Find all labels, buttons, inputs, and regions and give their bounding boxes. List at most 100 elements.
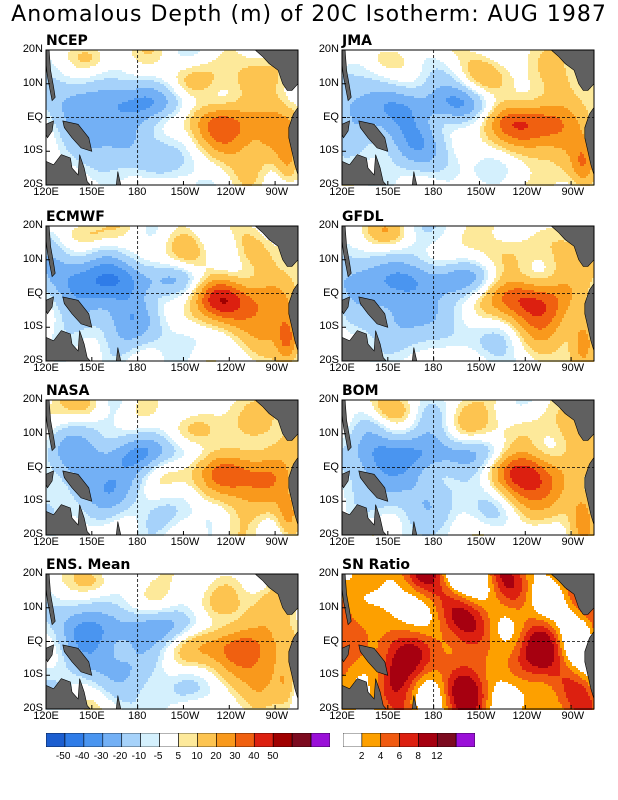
field-cell	[570, 156, 578, 158]
field-cell	[360, 152, 388, 154]
field-cell	[416, 86, 440, 88]
field-cell	[204, 492, 220, 494]
field-cell	[180, 656, 210, 658]
field-cell	[102, 256, 112, 258]
field-cell	[578, 174, 588, 176]
field-cell	[86, 164, 182, 166]
field-cell	[422, 414, 442, 416]
field-cell	[362, 226, 368, 228]
field-cell	[344, 156, 350, 158]
field-cell	[376, 168, 406, 170]
field-cell	[432, 70, 444, 72]
field-cell	[86, 254, 126, 256]
field-cell	[482, 282, 486, 284]
field-cell	[60, 260, 90, 262]
field-cell	[380, 348, 404, 350]
field-cell	[538, 62, 564, 64]
field-cell	[530, 438, 544, 440]
field-cell	[102, 274, 114, 276]
field-cell	[114, 320, 150, 322]
field-cell	[190, 294, 194, 296]
field-cell	[146, 520, 170, 522]
field-cell	[204, 608, 212, 610]
field-cell	[478, 508, 498, 510]
field-cell	[238, 418, 274, 420]
field-cell	[406, 140, 424, 142]
field-cell	[202, 288, 208, 290]
field-cell	[206, 270, 228, 272]
field-cell	[550, 436, 564, 438]
field-cell	[150, 324, 160, 326]
field-cell	[52, 440, 62, 442]
field-cell	[364, 466, 378, 468]
field-cell	[220, 576, 232, 578]
field-cell	[134, 286, 150, 288]
field-cell	[488, 136, 498, 138]
field-cell	[260, 514, 274, 516]
field-cell	[400, 234, 404, 236]
field-cell	[198, 124, 208, 126]
field-cell	[126, 262, 140, 264]
field-cell	[240, 518, 254, 520]
field-cell	[482, 336, 504, 338]
field-cell	[80, 272, 128, 274]
field-cell	[562, 318, 588, 320]
field-cell	[162, 282, 174, 284]
field-cell	[526, 182, 556, 184]
field-cell	[424, 144, 436, 146]
field-cell	[236, 100, 282, 102]
field-cell	[522, 154, 568, 156]
field-cell	[238, 516, 256, 518]
field-cell	[522, 272, 554, 274]
field-cell	[552, 476, 564, 478]
field-cell	[484, 118, 488, 120]
field-cell	[348, 440, 360, 442]
field-cell	[78, 140, 134, 142]
field-cell	[162, 278, 176, 280]
field-cell	[138, 490, 144, 492]
field-cell	[176, 254, 200, 256]
field-cell	[90, 60, 100, 62]
field-cell	[92, 652, 114, 654]
field-cell	[54, 316, 62, 318]
field-cell	[130, 670, 154, 672]
field-cell	[126, 640, 158, 642]
field-cell	[396, 272, 400, 274]
field-cell	[224, 646, 260, 648]
field-cell	[508, 134, 550, 136]
field-cell	[528, 66, 538, 68]
field-cell	[284, 678, 294, 680]
field-cell	[224, 170, 234, 172]
field-cell	[528, 452, 544, 454]
field-cell	[236, 342, 244, 344]
field-cell	[484, 130, 494, 132]
field-cell	[426, 508, 430, 510]
field-cell	[120, 660, 158, 662]
field-cell	[500, 512, 506, 514]
field-cell	[446, 148, 454, 150]
field-cell	[526, 122, 562, 124]
field-cell	[216, 482, 274, 484]
field-cell	[388, 228, 400, 230]
field-cell	[446, 520, 454, 522]
field-cell	[58, 640, 66, 642]
field-cell	[280, 330, 290, 332]
field-cell	[96, 230, 104, 232]
field-cell	[418, 282, 472, 284]
field-cell	[560, 166, 572, 168]
field-cell	[168, 144, 184, 146]
field-cell	[238, 424, 272, 426]
field-cell	[362, 340, 376, 342]
field-cell	[258, 176, 264, 178]
field-cell	[112, 316, 130, 318]
field-cell	[154, 340, 196, 342]
field-cell	[342, 248, 358, 250]
field-cell	[200, 150, 206, 152]
field-cell	[564, 66, 574, 68]
panel-title: ECMWF	[46, 209, 105, 225]
field-cell	[142, 334, 162, 336]
field-cell	[366, 470, 382, 472]
field-cell	[350, 422, 358, 424]
field-cell	[230, 514, 238, 516]
field-cell	[210, 666, 224, 668]
